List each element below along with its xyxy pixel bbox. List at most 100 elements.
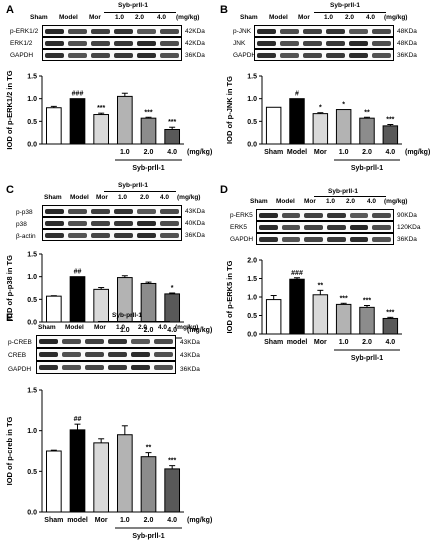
blot-band (160, 40, 179, 46)
x-tick-label: 2.0 (144, 517, 154, 524)
significance-label: *** (363, 298, 371, 305)
group-label: Syb-prll-1 (132, 533, 164, 540)
bar-chart-b: 0.0 0.5 1.0 1.5 IOD of p-JNK in TG Sham # Model… (225, 74, 430, 173)
bar (116, 434, 133, 513)
significance-label: ### (72, 91, 84, 98)
blot-band (372, 212, 391, 218)
blot-band (160, 220, 179, 226)
blot-band (131, 352, 150, 357)
y-tick-label: 1.0 (247, 96, 257, 103)
x-tick-label: 4.0 (385, 149, 395, 156)
blot-strip (36, 348, 176, 361)
blot-band (257, 28, 276, 34)
blot-band (372, 40, 391, 46)
panel-a: A Syb-prll-1 Sham Model Mor 1.0 2.0 4.0 … (0, 0, 218, 182)
y-tick-label: 1.0 (27, 428, 37, 435)
blot-band (160, 52, 179, 58)
lane-model: Model (269, 14, 288, 21)
blot-strip (36, 335, 176, 348)
bar (45, 450, 62, 513)
kda-label: 43KDa (180, 352, 200, 359)
x-unit-label: (mg/kg) (187, 149, 212, 156)
blot-band (85, 352, 104, 357)
blot-strip (42, 229, 182, 241)
group-label: Syb-prll-1 (328, 188, 358, 195)
group-label: Syb-prll-1 (118, 182, 148, 189)
blot-row-label: ERK5 (230, 224, 247, 231)
blot-band (45, 52, 64, 58)
blot-strip (254, 37, 394, 49)
lane-model: Model (65, 324, 84, 331)
bar (335, 109, 352, 145)
y-tick-label: 0.5 (247, 313, 257, 320)
lane-dose3: 4.0 (158, 324, 168, 331)
blot-strip (42, 49, 182, 61)
blot-band (62, 339, 81, 344)
blot-band (280, 28, 299, 34)
y-axis-label: IOD of p-ERK1/2 in TG (5, 70, 14, 149)
x-tick-label: Mor (314, 339, 327, 346)
blot-row-label: β-actin (16, 233, 36, 240)
y-axis-label: IOD of p-ERK5 in TG (225, 260, 234, 333)
kda-label: 40KDa (185, 220, 205, 227)
x-tick-label: 2.0 (144, 149, 154, 156)
y-axis-label: IOD of p-creb in TG (5, 416, 14, 485)
significance-label: ** (318, 282, 324, 289)
blot-row-label: p-p38 (16, 209, 33, 216)
blot-band (137, 208, 156, 214)
group-bracket (104, 12, 176, 13)
lane-unit: (mg/kg) (384, 14, 408, 21)
significance-label: * (171, 285, 174, 292)
significance-label: ### (291, 270, 303, 277)
panel-label: E (6, 312, 14, 324)
blot-band (114, 208, 133, 214)
blot-band (257, 40, 276, 46)
blot-band (137, 52, 156, 58)
kda-label: 42KDa (185, 28, 205, 35)
blot-band (349, 224, 369, 230)
blot-band (304, 224, 323, 230)
blot-band (349, 40, 368, 46)
significance-label: *** (97, 105, 105, 112)
bar (382, 317, 399, 335)
blot-band (68, 40, 87, 46)
blot-band (327, 236, 346, 242)
blot-band (131, 365, 150, 370)
x-unit-label: (mg/kg) (187, 327, 212, 334)
blot-band (62, 365, 81, 370)
blot-band (45, 40, 64, 46)
y-tick-label: 1.0 (27, 274, 37, 281)
y-tick-label: 1.0 (27, 96, 37, 103)
x-tick-label: Model (287, 149, 307, 156)
kda-label: 42KDa (185, 40, 205, 47)
bar (93, 442, 110, 513)
significance-label: * (342, 102, 345, 109)
bar (312, 113, 329, 145)
blot-band (372, 224, 391, 230)
blot-band (85, 339, 104, 344)
blot-band (62, 352, 81, 357)
kda-label: 120KDa (397, 224, 421, 231)
blot-band (91, 52, 110, 58)
y-axis-label: IOD of p-p38 in TG (5, 255, 14, 321)
blot-band (349, 28, 368, 34)
lane-dose2: 2.0 (346, 198, 356, 205)
bar (140, 117, 157, 145)
blot-band (68, 208, 87, 214)
blot-row-label: GAPDH (230, 236, 254, 243)
blot-row-label: GAPDH (233, 52, 257, 59)
lane-dose1: 1.0 (115, 14, 125, 21)
blot-band (68, 52, 87, 58)
significance-label: ## (74, 416, 82, 423)
blot-band (91, 28, 110, 34)
blot-strip (256, 209, 394, 221)
blot-band (259, 212, 278, 218)
y-tick-label: 0.0 (27, 142, 37, 149)
kda-label: 36KDa (185, 52, 205, 59)
blot-band (303, 40, 322, 46)
kda-label: 48KDa (397, 40, 417, 47)
blot-band (281, 236, 301, 242)
x-tick-label: Sham (264, 149, 283, 156)
blot-band (349, 236, 369, 242)
y-tick-label: 1.5 (27, 252, 37, 259)
